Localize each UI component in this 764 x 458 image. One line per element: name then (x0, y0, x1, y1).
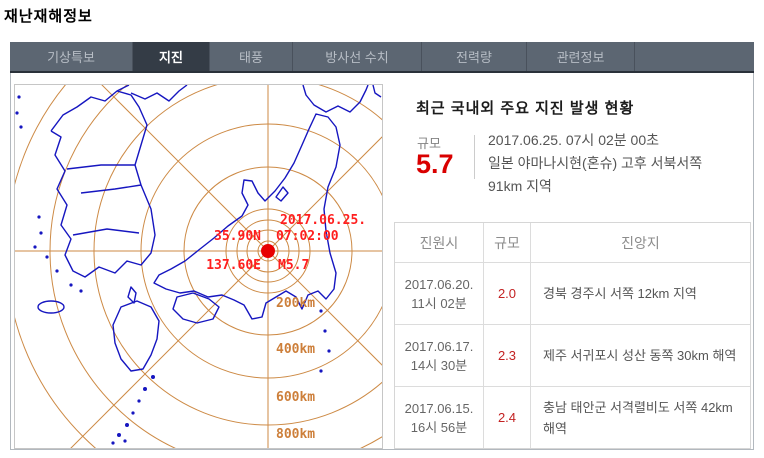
ring-label-400km: 400km (276, 342, 315, 357)
table-row: 2017.06.15. 16시 56분 2.4 충남 태안군 서격렬비도 서쪽 … (395, 386, 750, 448)
cell-origin-time: 2017.06.20. 11시 02분 (395, 263, 484, 324)
disaster-info-widget: 기상특보 지진 태풍 방사선 수치 전력량 관련정보 (10, 42, 754, 450)
summary-divider (474, 135, 475, 179)
table-row: 2017.06.20. 11시 02분 2.0 경북 경주시 서쪽 12km 지… (395, 262, 750, 324)
tab-related-info[interactable]: 관련정보 (527, 42, 635, 71)
event-magnitude-label: M5.7 (278, 258, 309, 273)
cell-epicenter: 경북 경주시 서쪽 12km 지역 (543, 286, 697, 301)
cell-magnitude: 2.3 (484, 325, 531, 386)
tab-power[interactable]: 전력량 (422, 42, 527, 71)
epicenter-dot (261, 244, 275, 258)
event-labels: 2017.06.25. 35.90N 07:02:00 137.60E M5.7 (206, 213, 366, 273)
event-longitude-label: 137.60E (206, 258, 261, 273)
event-latitude-label: 35.90N (214, 229, 261, 244)
earthquake-table: 진원시 규모 진앙지 2017.06.20. 11시 02분 2.0 경북 경주… (394, 222, 751, 449)
latest-quake-text: 2017.06.25. 07시 02분 00초 일본 야마나시현(혼슈) 고후 … (488, 129, 750, 198)
origin-date: 2017.06.15. (404, 400, 474, 416)
event-date-label: 2017.06.25. (280, 213, 366, 228)
origin-date: 2017.06.17. (404, 338, 474, 354)
magnitude-value: 5.7 (416, 149, 454, 179)
latest-quake-location-line2: 91km 지역 (488, 178, 552, 194)
panel-title: 최근 국내외 주요 지진 발생 현황 (416, 100, 635, 117)
ring-label-600km: 600km (276, 390, 315, 405)
coastlines (37, 85, 382, 372)
cell-epicenter: 제주 서귀포시 성산 동쪽 30km 해역 (543, 348, 737, 363)
tab-bar-filler (635, 42, 754, 71)
event-time-label: 07:02:00 (276, 229, 339, 244)
origin-date: 2017.06.20. (404, 276, 474, 292)
table-row: 2017.06.17. 14시 30분 2.3 제주 서귀포시 성산 동쪽 30… (395, 324, 750, 386)
origin-time: 11시 02분 (411, 295, 467, 311)
latest-quake-datetime: 2017.06.25. 07시 02분 00초 (488, 132, 659, 148)
table-header-row: 진원시 규모 진앙지 (395, 223, 750, 262)
latest-quake-location-line1: 일본 야마나시현(혼슈) 고후 서북서쪽 (488, 155, 703, 171)
earthquake-tab-content: 2017.06.25. 35.90N 07:02:00 137.60E M5.7… (10, 73, 754, 450)
magnitude-label: 규모 (417, 136, 441, 151)
page-title: 재난재해정보 (4, 8, 93, 25)
cell-origin-time: 2017.06.15. 16시 56분 (395, 387, 484, 448)
cell-epicenter: 충남 태안군 서격렬비도 서쪽 42km 해역 (543, 399, 733, 436)
cell-magnitude: 2.0 (484, 263, 531, 324)
tab-weather-warning[interactable]: 기상특보 (10, 42, 133, 71)
ring-labels: 200km 400km 600km 800km (276, 296, 315, 442)
ring-label-800km: 800km (276, 427, 315, 442)
epicenter-map: 2017.06.25. 35.90N 07:02:00 137.60E M5.7… (14, 84, 383, 449)
epicenter-map-svg: 2017.06.25. 35.90N 07:02:00 137.60E M5.7… (15, 85, 382, 448)
origin-time: 16시 56분 (410, 419, 468, 435)
tab-radiation[interactable]: 방사선 수치 (293, 42, 422, 71)
header-magnitude: 규모 (484, 223, 531, 262)
ring-label-200km: 200km (276, 296, 315, 311)
origin-time: 14시 30분 (410, 357, 468, 373)
header-origin-time: 진원시 (395, 223, 484, 262)
tab-bar: 기상특보 지진 태풍 방사선 수치 전력량 관련정보 (10, 42, 754, 73)
header-epicenter: 진앙지 (621, 234, 660, 251)
latest-quake-summary: 규모 5.7 2017.06.25. 07시 02분 00초 일본 야마나시현(… (416, 129, 751, 199)
tab-typhoon[interactable]: 태풍 (210, 42, 293, 71)
cell-origin-time: 2017.06.17. 14시 30분 (395, 325, 484, 386)
tab-earthquake[interactable]: 지진 (133, 42, 210, 71)
island-dots (15, 95, 331, 445)
cell-magnitude: 2.4 (484, 387, 531, 448)
